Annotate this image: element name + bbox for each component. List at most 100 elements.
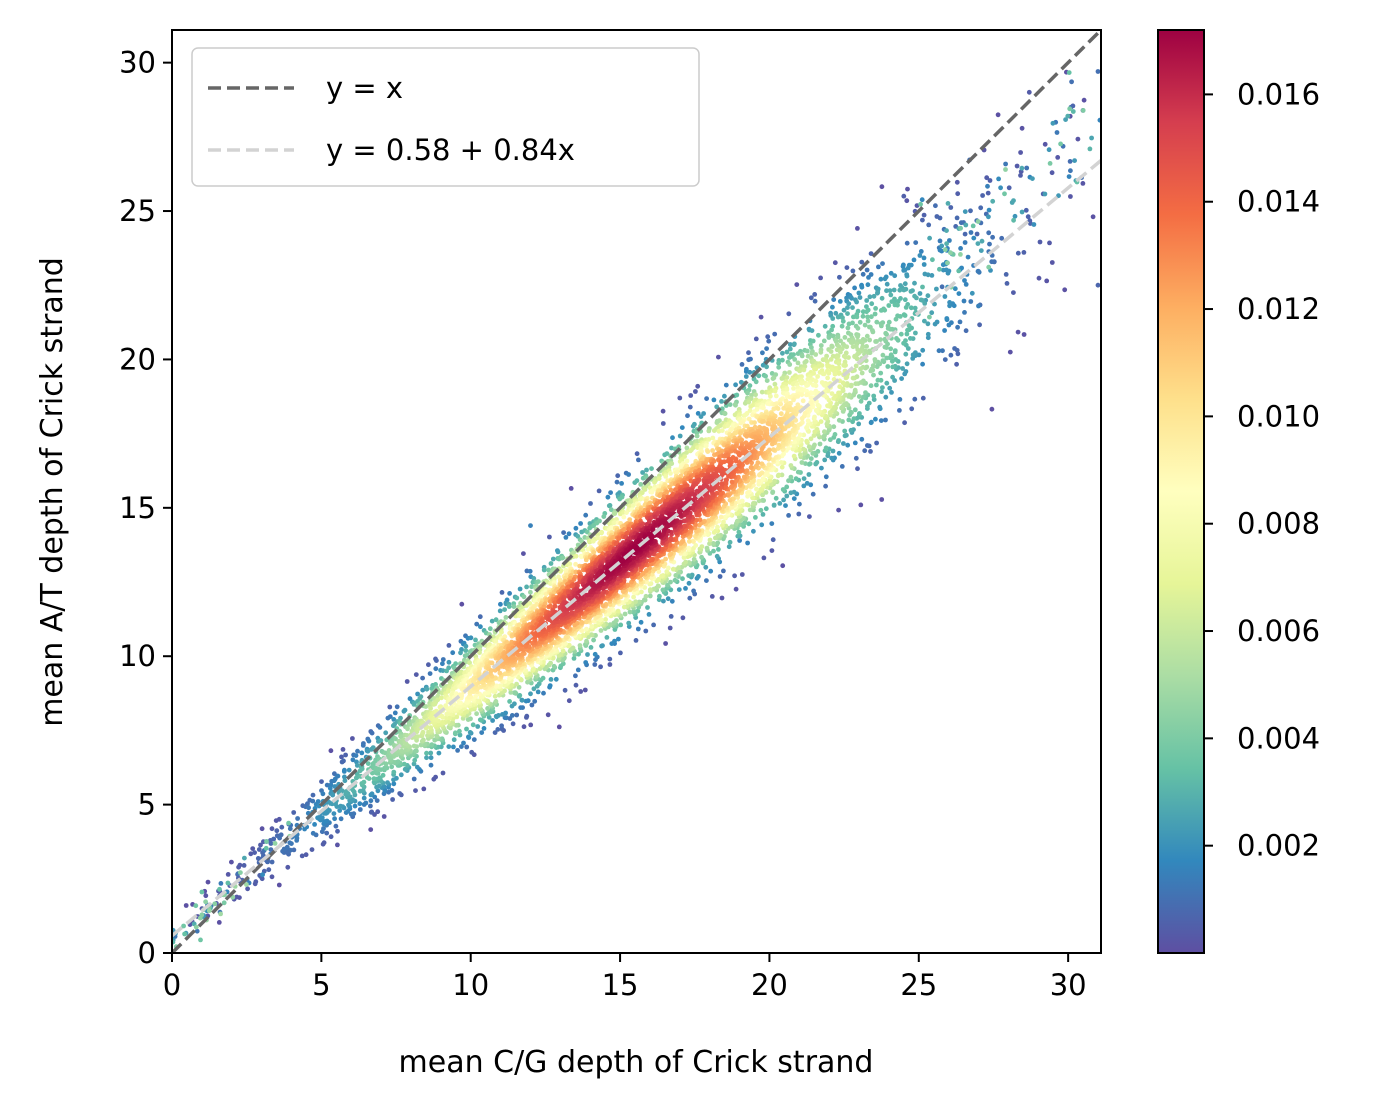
scatter-point: [630, 503, 636, 508]
scatter-point: [332, 816, 337, 822]
scatter-point: [747, 408, 753, 413]
scatter-point: [234, 894, 240, 900]
scatter-point: [825, 403, 830, 409]
scatter-point: [369, 809, 375, 815]
scatter-point: [609, 525, 614, 531]
scatter-point: [194, 928, 200, 934]
scatter-point: [804, 383, 809, 388]
scatter-point: [779, 460, 784, 465]
scatter-point: [681, 555, 687, 560]
scatter-point: [942, 357, 948, 362]
scatter-point: [920, 284, 925, 290]
scatter-point: [846, 417, 852, 423]
scatter-point: [823, 413, 829, 419]
scatter-point: [812, 429, 818, 435]
scatter-point: [655, 583, 661, 589]
scatter-point: [250, 846, 256, 851]
scatter-point: [868, 383, 874, 389]
scatter-point: [588, 501, 593, 506]
scatter-point: [493, 639, 499, 644]
scatter-point: [271, 836, 277, 842]
scatter-point: [819, 363, 825, 368]
scatter-point: [279, 824, 285, 830]
scatter-point: [784, 375, 790, 380]
scatter-point: [355, 748, 360, 754]
scatter-point: [810, 382, 816, 388]
scatter-point: [821, 382, 827, 387]
scatter-point: [889, 299, 895, 304]
scatter-point: [507, 591, 512, 596]
scatter-point: [331, 778, 337, 784]
scatter-point: [577, 643, 583, 648]
scatter-point: [719, 399, 724, 404]
scatter-point: [852, 285, 857, 291]
scatter-point: [883, 330, 889, 336]
scatter-point: [657, 493, 663, 499]
scatter-point: [926, 222, 932, 228]
scatter-point: [706, 428, 712, 434]
scatter-point: [826, 335, 832, 340]
scatter-point: [690, 560, 696, 566]
scatter-point: [998, 185, 1003, 191]
scatter-point: [368, 827, 374, 832]
scatter-point: [947, 303, 952, 309]
scatter-point: [797, 368, 803, 374]
scatter-point: [464, 744, 470, 750]
scatter-point: [433, 666, 439, 672]
scatter-point: [1089, 135, 1094, 141]
scatter-point: [818, 419, 824, 424]
scatter-point: [784, 349, 790, 355]
scatter-point: [889, 358, 895, 364]
scatter-point: [776, 360, 781, 366]
scatter-point: [466, 734, 471, 740]
scatter-point: [1003, 272, 1009, 277]
scatter-point: [606, 608, 611, 613]
scatter-point: [389, 764, 395, 770]
scatter-point: [795, 469, 801, 475]
scatter-point: [764, 346, 769, 351]
scatter-point: [687, 404, 693, 410]
scatter-point: [366, 738, 372, 744]
scatter-point: [1095, 69, 1101, 74]
scatter-point: [353, 753, 359, 758]
scatter-point: [335, 842, 340, 848]
scatter-point: [860, 309, 866, 315]
scatter-point: [836, 390, 841, 396]
scatter-point: [830, 323, 836, 329]
scatter-point: [368, 798, 374, 804]
scatter-point: [1075, 136, 1081, 142]
scatter-point: [360, 743, 366, 748]
scatter-point: [377, 725, 383, 730]
scatter-point: [524, 584, 529, 590]
scatter-point: [748, 464, 754, 470]
scatter-point: [347, 798, 353, 803]
scatter-point: [330, 792, 336, 798]
scatter-point: [1047, 161, 1053, 166]
scatter-point: [369, 730, 375, 736]
scatter-point: [929, 310, 935, 316]
scatter-point: [801, 483, 807, 489]
scatter-point: [781, 405, 787, 411]
scatter-point: [664, 489, 670, 495]
scatter-point: [699, 554, 704, 560]
scatter-point: [829, 391, 835, 396]
scatter-point: [823, 474, 829, 480]
scatter-point: [183, 903, 189, 908]
scatter-point: [830, 316, 836, 321]
scatter-point: [857, 319, 863, 325]
scatter-point: [859, 259, 865, 265]
scatter-point: [725, 423, 730, 429]
scatter-point: [839, 464, 845, 469]
scatter-point: [796, 436, 801, 441]
scatter-point: [831, 424, 837, 430]
scatter-point: [404, 679, 410, 684]
scatter-point: [962, 310, 967, 315]
scatter-point: [859, 370, 865, 376]
scatter-point: [703, 443, 709, 449]
scatter-point: [268, 847, 274, 852]
scatter-point: [862, 448, 868, 454]
scatter-point: [500, 712, 505, 717]
scatter-point: [678, 473, 684, 479]
scatter-point: [850, 305, 855, 310]
scatter-point: [373, 765, 379, 771]
